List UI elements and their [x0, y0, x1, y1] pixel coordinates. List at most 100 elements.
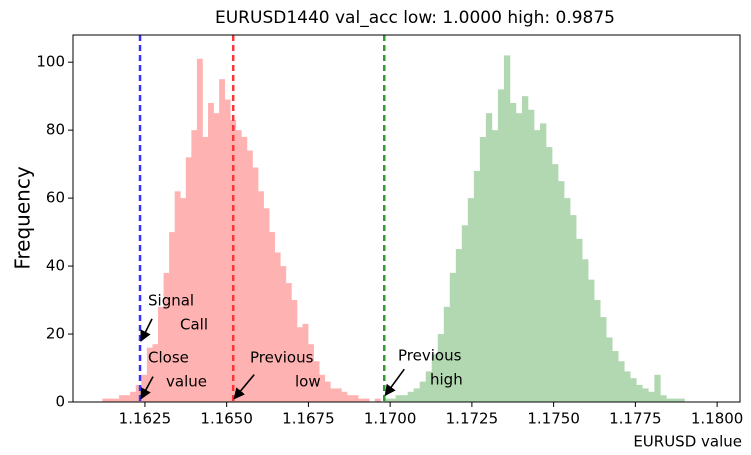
histogram-bar — [341, 391, 348, 402]
histogram-bar — [654, 374, 661, 402]
annotation-text: low — [295, 373, 321, 391]
histogram-bar — [124, 395, 131, 402]
annotation-text: Previous — [250, 349, 314, 367]
y-tick-label: 0 — [55, 393, 65, 411]
histogram-bar — [473, 170, 481, 402]
histogram-bar — [291, 300, 298, 402]
histogram-bar — [169, 232, 175, 402]
histogram-bar — [594, 300, 601, 402]
histogram-bar — [606, 337, 613, 402]
x-tick-label: 1.1675 — [282, 410, 335, 428]
histogram-bar — [302, 323, 309, 402]
histogram-bar — [395, 395, 402, 402]
histogram-bar — [624, 371, 631, 402]
annotation-text: Close — [148, 349, 189, 367]
histogram-bar — [497, 89, 505, 403]
histogram-bar — [431, 354, 439, 402]
histogram-bar — [330, 388, 337, 402]
x-tick-label: 1.1650 — [200, 410, 253, 428]
histogram-bar — [285, 283, 292, 402]
histogram-bar — [208, 102, 214, 403]
histogram-bar — [196, 58, 203, 402]
histogram-bar — [185, 157, 192, 402]
histogram-bar — [413, 388, 421, 402]
annotation-text: high — [430, 371, 463, 389]
histogram-bar — [503, 55, 511, 403]
histogram-bar — [564, 198, 571, 402]
histogram-bar — [467, 198, 475, 402]
y-tick-label: 20 — [46, 325, 65, 343]
histogram-bar — [152, 344, 159, 402]
histogram-bar — [107, 398, 114, 402]
histogram-bar — [135, 385, 142, 402]
histogram-bar — [235, 130, 242, 403]
annotation-text: Signal — [148, 292, 194, 310]
y-tick-label: 80 — [46, 121, 65, 139]
histogram-bar — [263, 208, 270, 402]
histogram-bar — [269, 232, 276, 402]
histogram-bar — [191, 130, 198, 403]
histogram-bar — [419, 381, 427, 402]
histogram-bar — [455, 249, 463, 402]
histogram-bar — [479, 136, 487, 402]
histogram-bar — [319, 374, 326, 402]
histogram-bar — [666, 398, 673, 402]
histogram-bar — [672, 398, 679, 402]
histogram-bar — [274, 252, 281, 402]
histogram-bar — [546, 147, 553, 402]
x-tick-label: 1.1750 — [527, 410, 580, 428]
histogram-bar — [313, 361, 320, 402]
histogram-bar — [558, 181, 565, 402]
histogram-bar — [363, 398, 370, 402]
histogram-bar — [102, 398, 109, 402]
y-tick-label: 40 — [46, 257, 65, 275]
histogram-bar — [534, 130, 541, 403]
histogram-bar — [600, 317, 607, 402]
histogram-bar — [582, 259, 589, 402]
histogram-bar — [401, 395, 408, 402]
histogram-bar — [636, 385, 643, 402]
annotation-arrow — [140, 318, 153, 342]
histogram-bar — [324, 381, 331, 402]
histogram-bar — [246, 150, 253, 402]
histogram-bar — [485, 113, 493, 402]
histogram-bar — [576, 238, 583, 402]
histogram-bar — [296, 327, 303, 402]
histogram-bar — [258, 191, 264, 402]
histogram-bar — [146, 347, 153, 402]
histogram-bar — [352, 395, 359, 402]
annotation-text: Call — [180, 316, 208, 334]
annotation-text: Previous — [398, 347, 462, 365]
histogram-bar — [158, 306, 164, 402]
x-tick-label: 1.1800 — [691, 410, 744, 428]
histogram-bar — [515, 113, 523, 402]
histogram-bar — [252, 167, 259, 402]
histogram-bar — [588, 279, 595, 402]
histogram-bar — [425, 371, 433, 402]
x-tick-label: 1.1775 — [609, 410, 662, 428]
histogram-bar — [443, 306, 451, 402]
histogram-bar — [280, 266, 287, 402]
histogram-bar — [241, 136, 248, 402]
histogram-bar — [389, 398, 396, 402]
histogram-bar — [213, 113, 220, 402]
histogram-bar — [461, 225, 469, 402]
histogram-bar — [660, 395, 667, 402]
histogram-bar — [202, 136, 209, 402]
histogram-bar — [180, 198, 187, 402]
histogram-bar — [642, 388, 649, 402]
histogram-bar — [383, 398, 390, 402]
histogram-bar — [521, 96, 529, 403]
histogram-bar — [540, 123, 547, 402]
plot-frame — [72, 34, 741, 403]
histogram-bar — [437, 334, 445, 402]
histogram-bar — [407, 391, 414, 402]
histogram-bar — [308, 344, 314, 402]
histogram-bar — [648, 391, 655, 402]
x-tick-label: 1.1625 — [119, 410, 172, 428]
histogram-bar — [527, 109, 535, 402]
histogram-bar — [449, 272, 457, 402]
histogram-bar — [130, 391, 137, 402]
annotation-text: value — [166, 373, 207, 391]
